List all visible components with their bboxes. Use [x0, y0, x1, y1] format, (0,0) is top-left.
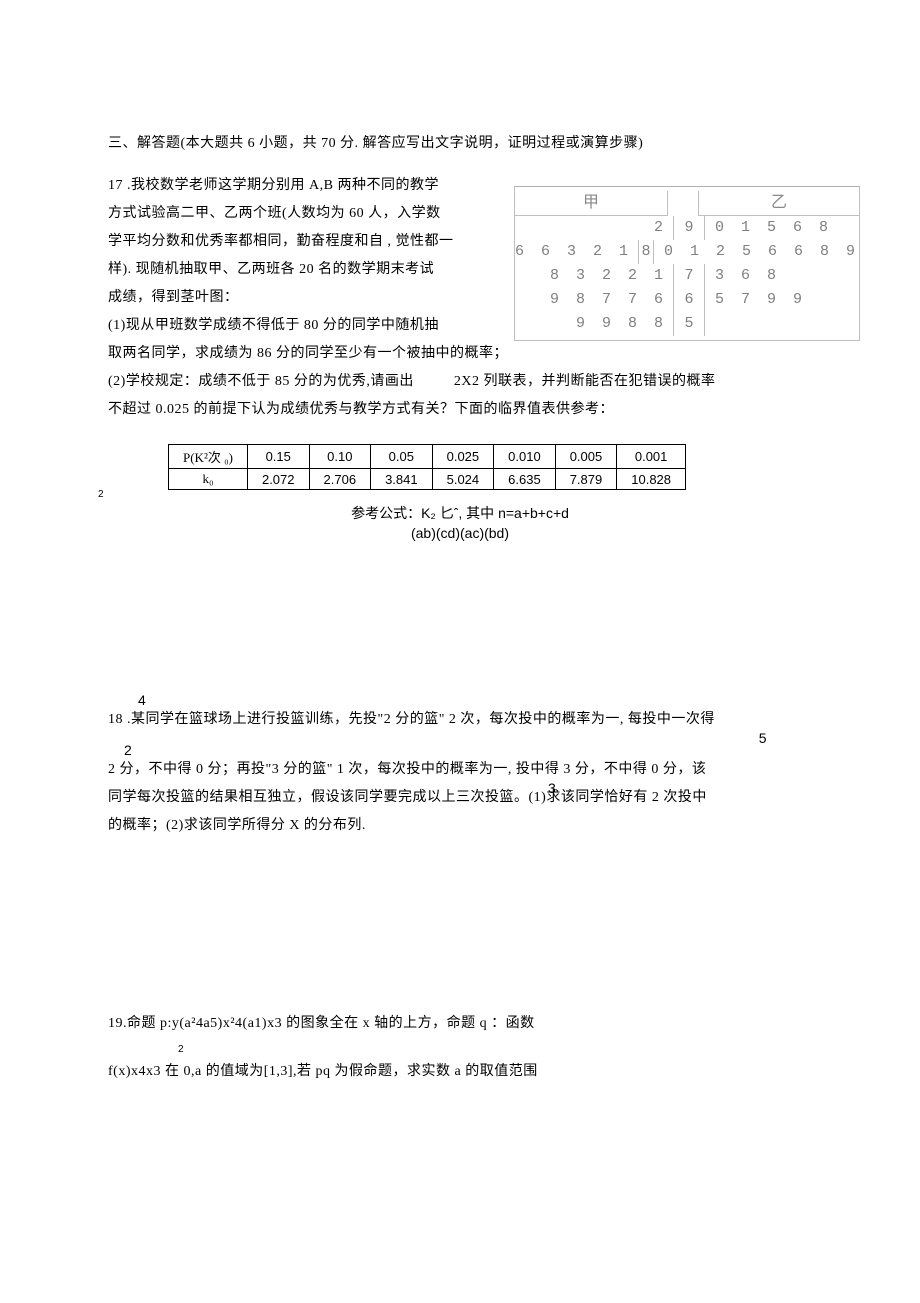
stemleaf-stem: 6 — [673, 288, 705, 312]
stemleaf-stem: 8 — [638, 240, 654, 264]
table-cell: 0.001 — [617, 445, 686, 469]
table-cell: 0.010 — [494, 445, 556, 469]
stemleaf-header-left: 甲 — [515, 191, 667, 216]
q17-line: 不超过 0.025 的前提下认为成绩优秀与教学方式有关？下面的临界值表供参考： — [108, 396, 812, 424]
superscript: 2 — [178, 1046, 184, 1054]
table-cell: 0.005 — [555, 445, 617, 469]
formula-block: 参考公式：K₂ 匕ˆ, 其中 n=a+b+c+d (ab)(cd)(ac)(bd… — [108, 504, 812, 542]
table-cell: 2.072 — [247, 469, 309, 490]
section-heading: 三、解答题(本大题共 6 小题，共 70 分. 解答应写出文字说明，证明过程或演… — [108, 130, 812, 158]
stemleaf-row: 8 3 2 2 1 7 3 6 8 — [515, 264, 859, 288]
stemleaf-row: 2 9 0 1 5 6 8 — [515, 216, 859, 240]
stemleaf-left: 8 3 2 2 1 — [515, 264, 673, 288]
table-row: P(K²次 ₀) 0.15 0.10 0.05 0.025 0.010 0.00… — [169, 445, 686, 469]
q18-line: 的概率；(2)求该同学所得分 X 的分布列. — [108, 812, 812, 840]
q18-text: 18 .某同学在篮球场上进行投篮训练，先投"2 分的篮" 2 次，每次投中的概率… — [108, 712, 715, 727]
stemleaf-row: 9 9 8 8 5 — [515, 312, 859, 336]
stemleaf-header-stem — [667, 191, 699, 216]
formula-label: 参考公式： — [351, 507, 421, 522]
stemleaf-right: 3 6 8 — [705, 264, 859, 288]
q19-line: 19.命题 p:y(a²4a5)x²4(a1)x3 的图象全在 x 轴的上方，命… — [108, 1010, 812, 1038]
table-cell: P(K²次 ₀) — [169, 445, 248, 469]
table-cell: 3.841 — [371, 469, 433, 490]
table-cell: 0.15 — [247, 445, 309, 469]
stemleaf-right — [705, 312, 859, 336]
table-cell: 10.828 — [617, 469, 686, 490]
q19-line: f(x)x4x3 在 0,a 的值域为[1,3],若 pq 为假命题，求实数 a… — [108, 1058, 812, 1086]
stemleaf-right: 5 7 9 9 — [705, 288, 859, 312]
stemleaf-stem: 5 — [673, 312, 705, 336]
table-cell: 0.025 — [432, 445, 494, 469]
stemleaf-stem: 9 — [673, 216, 705, 240]
stemleaf-row: 9 8 7 7 6 6 5 7 9 9 — [515, 288, 859, 312]
q17-line: 取两名同学，求成绩为 86 分的同学至少有一个被抽中的概率； — [108, 340, 812, 368]
table-row: k₀ 2.072 2.706 3.841 5.024 6.635 7.879 1… — [169, 469, 686, 490]
stemleaf-left: 2 — [515, 216, 673, 240]
table-cell: k₀ — [169, 469, 248, 490]
table-cell: 0.05 — [371, 445, 433, 469]
table-cell: 0.10 — [309, 445, 371, 469]
stemleaf-right: 0 1 5 6 8 — [705, 216, 859, 240]
table-cell: 5.024 — [432, 469, 494, 490]
stem-leaf-plot: 甲 乙 2 9 0 1 5 6 8 6 6 3 2 1 8 0 1 2 5 6 … — [514, 186, 860, 341]
q17-line: (2)学校规定：成绩不低于 85 分的为优秀,请画出 — [108, 368, 414, 396]
table-cell: 2.706 — [309, 469, 371, 490]
critical-value-table: P(K²次 ₀) 0.15 0.10 0.05 0.025 0.010 0.00… — [168, 444, 686, 490]
stemleaf-left: 9 9 8 8 — [515, 312, 673, 336]
q18-line: 2 分，不中得 0 分；再投"3 分的篮" 1 次，每次投中的概率为一, 投中得… — [108, 756, 812, 784]
stemleaf-left: 9 8 7 7 6 — [515, 288, 673, 312]
stemleaf-left: 6 6 3 2 1 — [515, 240, 638, 264]
table-cell: 6.635 — [494, 469, 556, 490]
table-cell: 7.879 — [555, 469, 617, 490]
stemleaf-stem: 7 — [673, 264, 705, 288]
stemleaf-right: 0 1 2 5 6 6 8 9 — [654, 240, 859, 264]
stemleaf-header-right: 乙 — [699, 191, 859, 216]
q18-line: 18 .某同学在篮球场上进行投篮训练，先投"2 分的篮" 2 次，每次投中的概率… — [108, 706, 812, 734]
q17-line: 2X2 列联表，并判断能否在犯错误的概率 — [454, 368, 716, 396]
fraction-denominator: 3 — [548, 774, 556, 802]
q18-text: 2 分，不中得 0 分；再投"3 分的篮" 1 次，每次投中的概率为一, 投中得… — [108, 762, 706, 777]
stemleaf-row: 6 6 3 2 1 8 0 1 2 5 6 6 8 9 — [515, 240, 859, 264]
formula-body: K₂ 匕ˆ, 其中 n=a+b+c+d — [421, 505, 569, 521]
stray-superscript: 2 — [98, 490, 812, 500]
formula-denominator: (ab)(cd)(ac)(bd) — [108, 524, 812, 542]
q18-line: 同学每次投篮的结果相互独立，假设该同学要完成以上三次投篮。(1)求该同学恰好有 … — [108, 784, 812, 812]
